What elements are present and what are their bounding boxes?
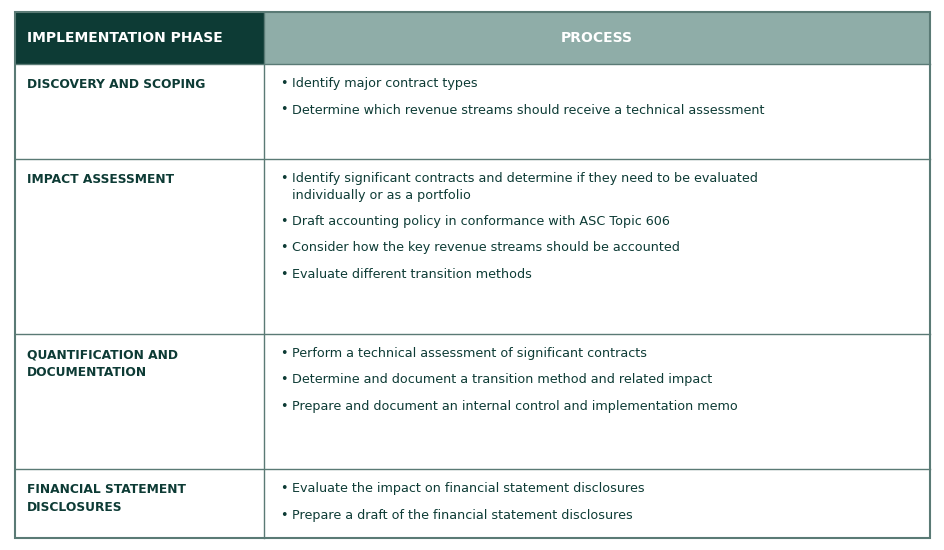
Bar: [263, 12, 929, 64]
Bar: [15, 334, 929, 469]
Text: •: •: [279, 268, 287, 281]
Text: •: •: [279, 509, 287, 521]
Text: Determine and document a transition method and related impact: Determine and document a transition meth…: [292, 373, 712, 387]
Text: •: •: [279, 347, 287, 360]
Text: •: •: [279, 172, 287, 185]
Bar: [15, 12, 263, 64]
Text: IMPLEMENTATION PHASE: IMPLEMENTATION PHASE: [27, 31, 223, 45]
Text: IMPACT ASSESSMENT: IMPACT ASSESSMENT: [27, 173, 174, 186]
Text: PROCESS: PROCESS: [561, 31, 632, 45]
Text: Consider how the key revenue streams should be accounted: Consider how the key revenue streams sho…: [292, 241, 679, 255]
Text: •: •: [279, 215, 287, 228]
Text: •: •: [279, 373, 287, 387]
Text: •: •: [279, 103, 287, 117]
Text: Identify major contract types: Identify major contract types: [292, 77, 477, 90]
Text: Prepare and document an internal control and implementation memo: Prepare and document an internal control…: [292, 400, 737, 413]
Text: •: •: [279, 482, 287, 495]
Text: •: •: [279, 77, 287, 90]
Text: •: •: [279, 241, 287, 255]
Text: DISCOVERY AND SCOPING: DISCOVERY AND SCOPING: [27, 78, 205, 91]
Text: Perform a technical assessment of significant contracts: Perform a technical assessment of signif…: [292, 347, 647, 360]
Text: Identify significant contracts and determine if they need to be evaluated
indivi: Identify significant contracts and deter…: [292, 172, 757, 201]
Bar: [15, 64, 929, 159]
Text: Draft accounting policy in conformance with ASC Topic 606: Draft accounting policy in conformance w…: [292, 215, 669, 228]
Text: QUANTIFICATION AND
DOCUMENTATION: QUANTIFICATION AND DOCUMENTATION: [27, 348, 177, 379]
Text: Evaluate the impact on financial statement disclosures: Evaluate the impact on financial stateme…: [292, 482, 644, 495]
Bar: [15, 469, 929, 550]
Text: •: •: [279, 400, 287, 413]
Bar: [15, 159, 929, 334]
Text: Determine which revenue streams should receive a technical assessment: Determine which revenue streams should r…: [292, 103, 764, 117]
Text: Prepare a draft of the financial statement disclosures: Prepare a draft of the financial stateme…: [292, 509, 632, 521]
Text: FINANCIAL STATEMENT
DISCLOSURES: FINANCIAL STATEMENT DISCLOSURES: [27, 483, 186, 514]
Text: Evaluate different transition methods: Evaluate different transition methods: [292, 268, 531, 281]
